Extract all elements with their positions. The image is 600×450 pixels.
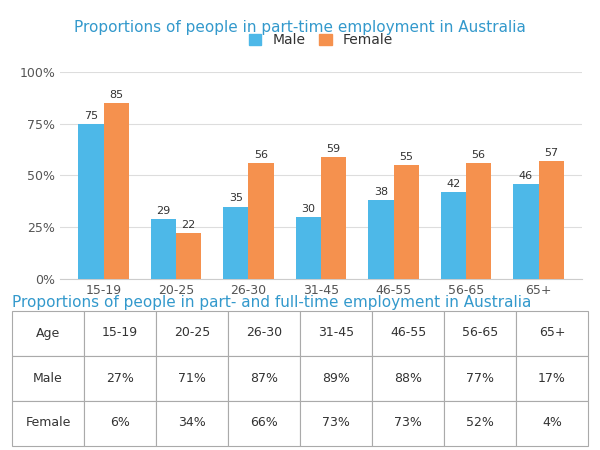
Bar: [176, 234, 202, 279]
Bar: [440, 192, 466, 279]
Bar: [539, 161, 564, 279]
Text: 46: 46: [519, 171, 533, 180]
Text: 75: 75: [84, 111, 98, 121]
Text: 59: 59: [326, 144, 341, 154]
Bar: [248, 163, 274, 279]
Text: 29: 29: [156, 206, 170, 216]
Text: 57: 57: [544, 148, 558, 158]
Text: 35: 35: [229, 194, 243, 203]
Bar: [513, 184, 539, 279]
Bar: [78, 124, 104, 279]
Text: 42: 42: [446, 179, 460, 189]
Text: 38: 38: [374, 187, 388, 197]
Bar: [104, 103, 129, 279]
Text: Proportions of people in part- and full-time employment in Australia: Proportions of people in part- and full-…: [12, 295, 532, 310]
Text: 85: 85: [109, 90, 123, 100]
Bar: [151, 219, 176, 279]
Text: Proportions of people in part-time employment in Australia: Proportions of people in part-time emplo…: [74, 20, 526, 35]
Text: 56: 56: [472, 150, 485, 160]
Text: 22: 22: [182, 220, 196, 230]
Legend: Male, Female: Male, Female: [249, 33, 393, 47]
Bar: [223, 207, 248, 279]
Bar: [368, 200, 394, 279]
Bar: [394, 165, 419, 279]
Bar: [466, 163, 491, 279]
Text: 56: 56: [254, 150, 268, 160]
Bar: [321, 157, 346, 279]
Text: 55: 55: [399, 152, 413, 162]
Text: 30: 30: [301, 204, 316, 214]
Bar: [296, 217, 321, 279]
